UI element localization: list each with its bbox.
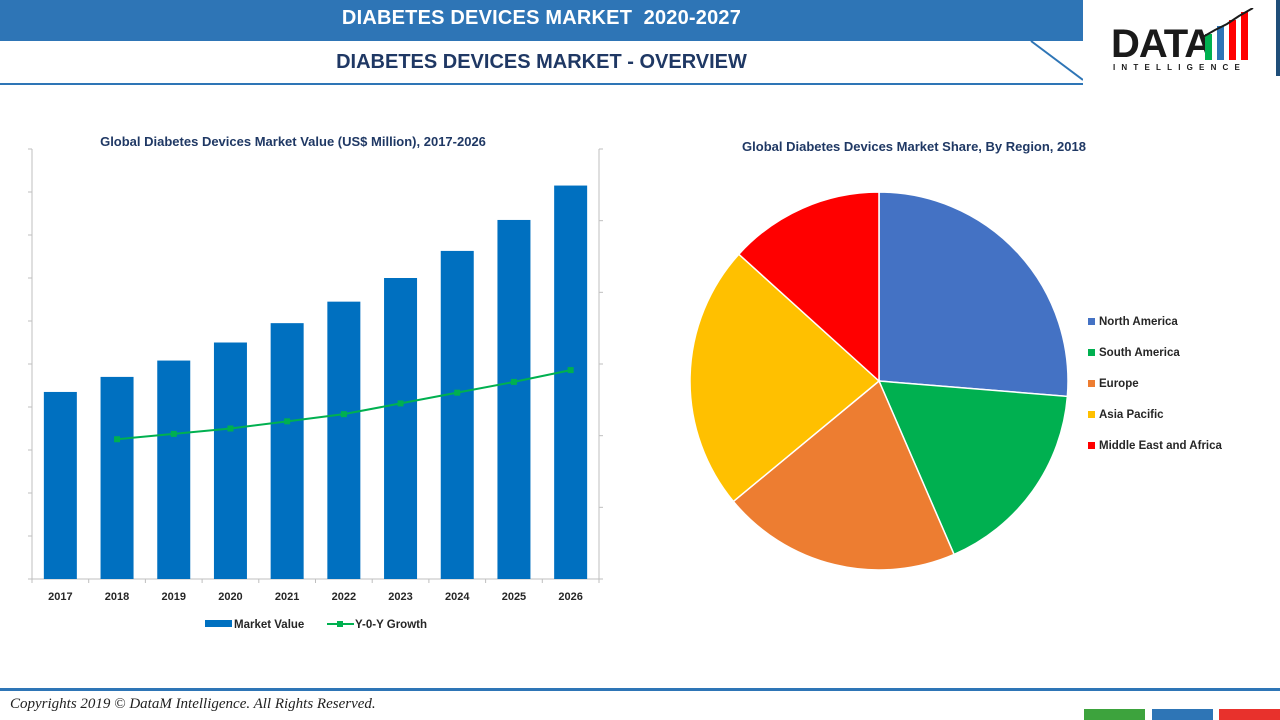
bar-2026 xyxy=(554,185,588,580)
logo: DATA INTELLIGENCE xyxy=(1083,0,1280,86)
pie-slice-middle-east-and-africa xyxy=(737,191,880,383)
logo-word: DATA xyxy=(1111,22,1213,66)
legend-label: Europe xyxy=(1099,377,1139,390)
bar-chart-title: Global Diabetes Devices Market Value (US… xyxy=(100,134,486,149)
logo-bars-icon xyxy=(1201,8,1254,60)
legend-label: South America xyxy=(1099,346,1180,359)
logo-sub: INTELLIGENCE xyxy=(1113,63,1247,72)
bar-2021 xyxy=(270,323,304,579)
footer-tab-green xyxy=(1084,709,1145,720)
pie-slice-north-america xyxy=(878,191,1069,398)
legend-label: Asia Pacific xyxy=(1099,408,1164,421)
bar-2018 xyxy=(100,376,134,579)
x-tick-label: 2021 xyxy=(275,591,299,603)
header-band xyxy=(0,0,1083,41)
legend-swatch xyxy=(1088,380,1095,387)
footer-line xyxy=(0,688,1280,691)
logo-edge xyxy=(1276,0,1280,76)
legend-swatch xyxy=(1088,318,1095,325)
x-tick-label: 2023 xyxy=(388,591,412,603)
legend-item: Europe xyxy=(1088,368,1278,399)
legend-bar-label: Market Value xyxy=(234,619,304,631)
legend-label: Middle East and Africa xyxy=(1099,439,1222,452)
growth-point xyxy=(510,378,517,385)
pie-slice-asia-pacific xyxy=(689,253,881,503)
x-tick-label: 2020 xyxy=(218,591,242,603)
bar-2024 xyxy=(440,250,474,579)
legend-item: Middle East and Africa xyxy=(1088,430,1278,461)
pie-legend: North America South America Europe Asia Pac… xyxy=(1088,306,1278,461)
footer-tab-red xyxy=(1219,709,1280,720)
legend-item: North America xyxy=(1088,306,1278,337)
bar-2022 xyxy=(327,301,361,579)
legend-line-label: Y-0-Y Growth xyxy=(355,619,427,631)
legend-line-marker xyxy=(337,621,343,627)
x-tick-label: 2017 xyxy=(48,591,72,603)
legend-item: Asia Pacific xyxy=(1088,399,1278,430)
legend-swatch xyxy=(1088,411,1095,418)
header-subtitle: DIABETES DEVICES MARKET - OVERVIEW xyxy=(336,51,747,73)
growth-point xyxy=(397,400,404,407)
bar-2017 xyxy=(43,391,77,579)
x-tick-label: 2026 xyxy=(558,591,582,603)
legend-label: North America xyxy=(1099,315,1178,328)
x-tick-label: 2018 xyxy=(105,591,129,603)
legend-bar-swatch xyxy=(205,620,232,627)
pie-slice-south-america xyxy=(877,380,1069,556)
header-title: DIABETES DEVICES MARKET 2020-2027 xyxy=(341,7,742,29)
x-tick-label: 2022 xyxy=(332,591,356,603)
bar-2019 xyxy=(157,360,191,579)
x-tick-label: 2025 xyxy=(502,591,526,603)
legend-swatch xyxy=(1088,442,1095,449)
pie-chart xyxy=(689,191,1069,571)
growth-point xyxy=(114,436,121,443)
bar-2025 xyxy=(497,219,531,579)
x-tick-label: 2024 xyxy=(445,591,470,603)
bar-2023 xyxy=(384,278,418,579)
bar-2020 xyxy=(213,342,247,579)
growth-point xyxy=(567,367,574,374)
legend-swatch xyxy=(1088,349,1095,356)
growth-point xyxy=(284,418,291,425)
pie-chart-title: Global Diabetes Devices Market Share, By… xyxy=(742,139,1086,154)
growth-point xyxy=(227,425,234,432)
header-shape xyxy=(0,40,1083,86)
footer-copyright: Copyrights 2019 © DataM Intelligence. Al… xyxy=(10,696,376,712)
footer-tab-blue xyxy=(1152,709,1213,720)
x-tick-label: 2019 xyxy=(162,591,186,603)
pie-slice-europe xyxy=(732,379,956,571)
legend-item: South America xyxy=(1088,337,1278,368)
growth-point xyxy=(454,389,461,396)
bar-chart: 2017 2018 2019 2020 2021 2022 2023 2024 2025 2026… xyxy=(28,148,603,631)
growth-point xyxy=(170,430,177,437)
growth-point xyxy=(340,411,347,418)
